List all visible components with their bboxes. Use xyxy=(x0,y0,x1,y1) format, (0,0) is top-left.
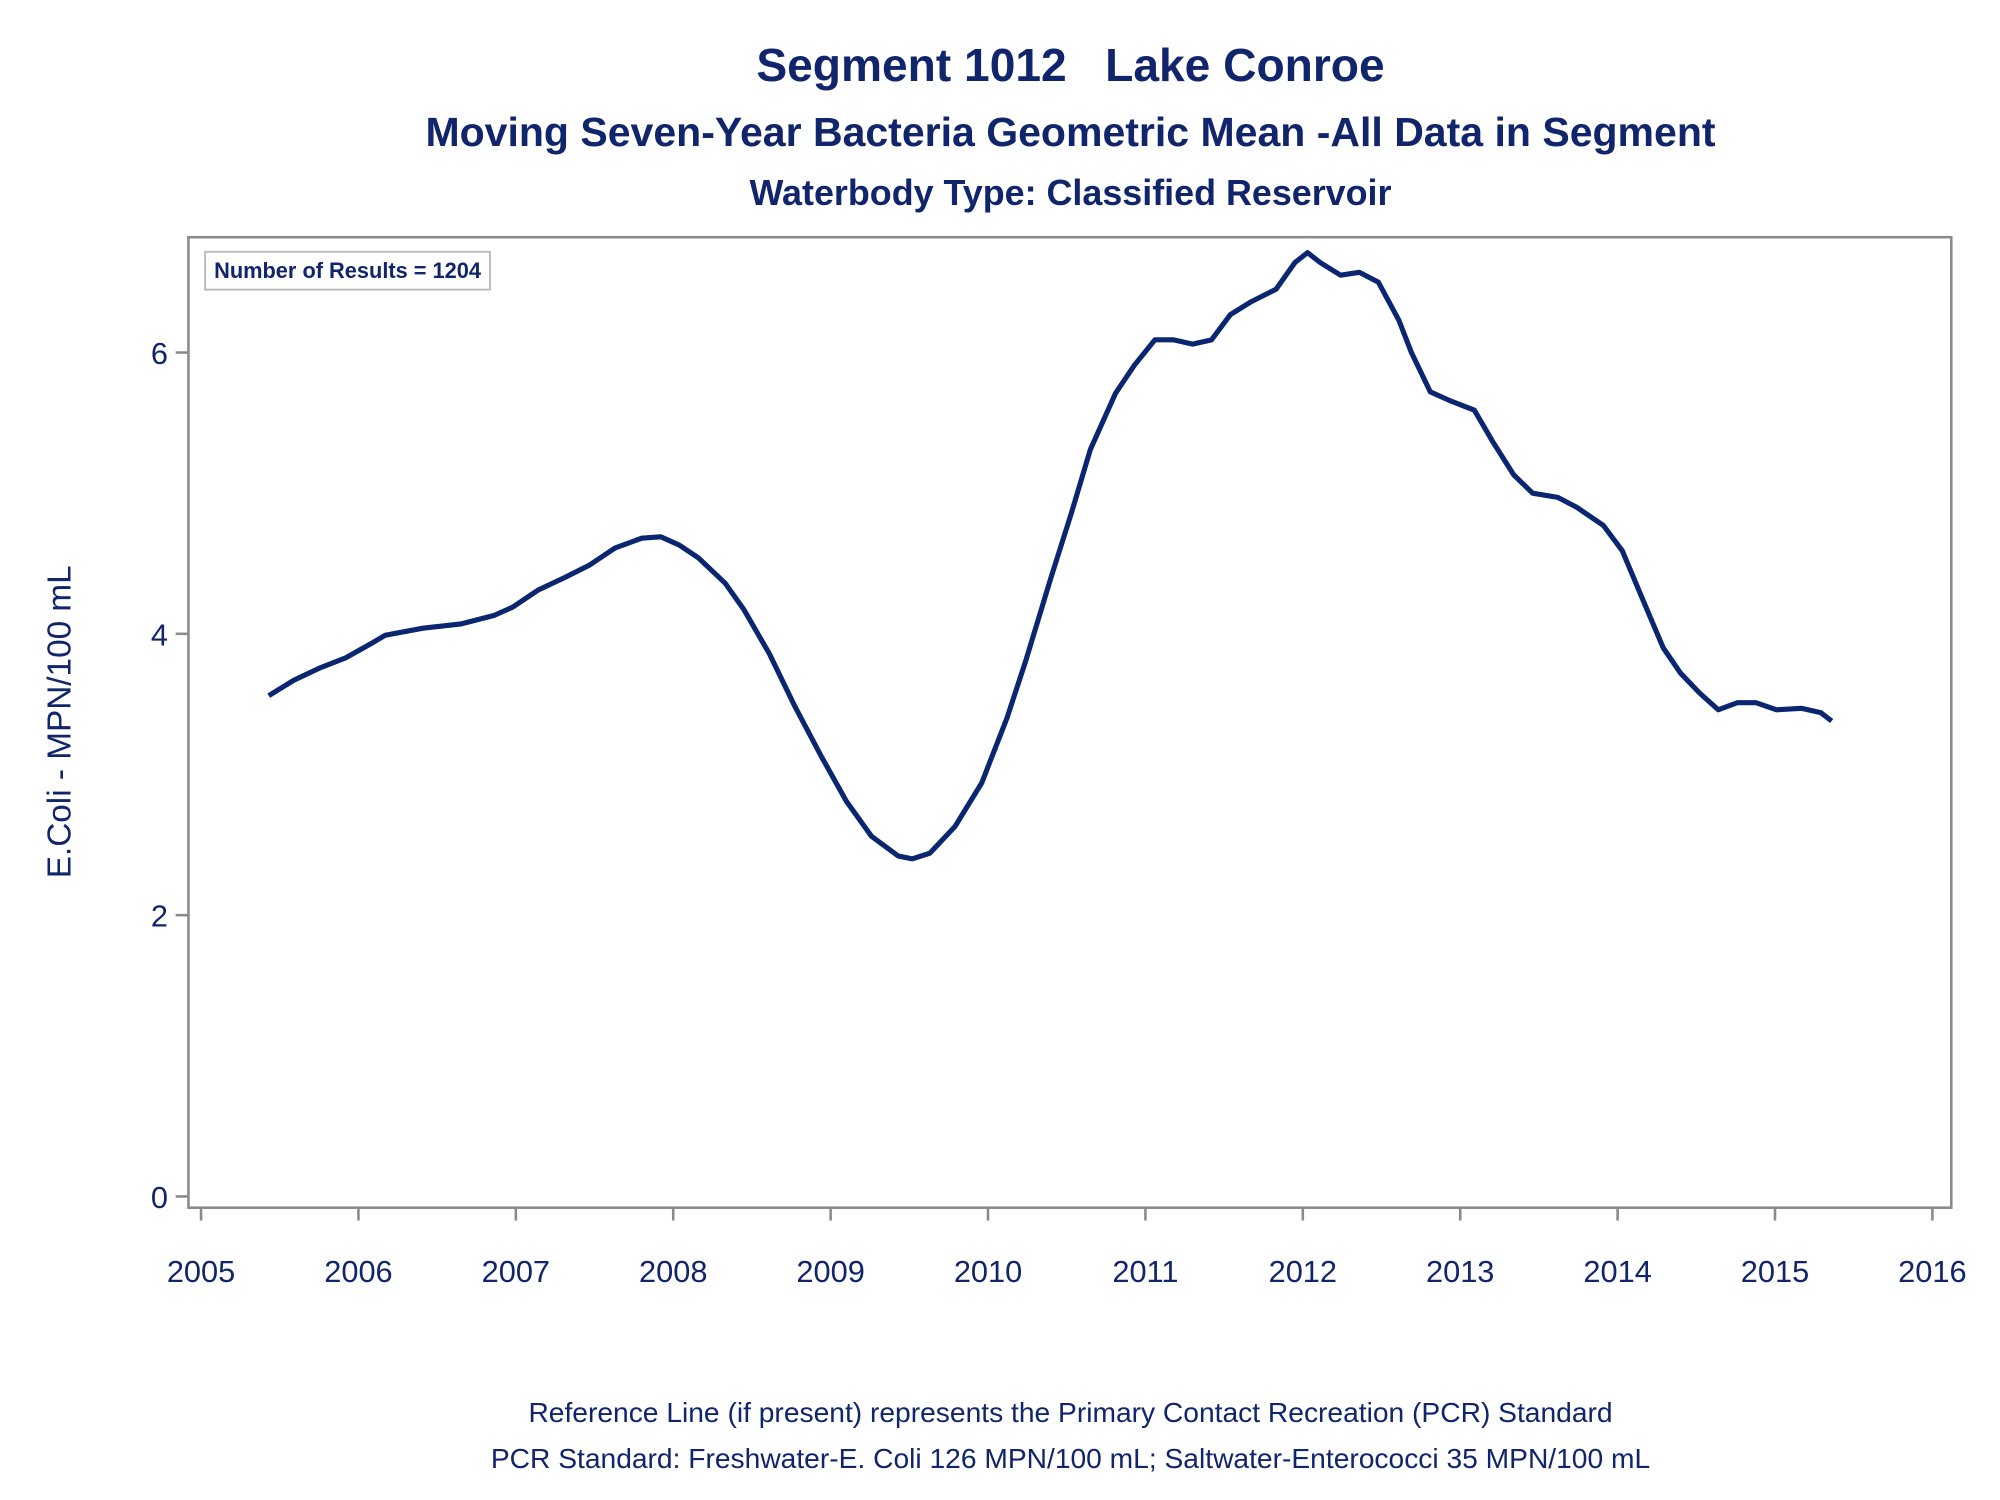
y-tick-label: 4 xyxy=(151,617,168,652)
x-tick-label: 2011 xyxy=(1112,1254,1178,1289)
y-axis-label: E.Coli - MPN/100 mL xyxy=(42,565,79,878)
y-tick-label: 2 xyxy=(151,899,168,934)
annotation: Number of Results = 1204 xyxy=(214,258,481,283)
footnote: Reference Line (if present) represents t… xyxy=(528,1396,1612,1428)
plot-frame xyxy=(187,235,1953,1209)
footnote: PCR Standard: Freshwater-E. Coli 126 MPN… xyxy=(491,1442,1650,1474)
x-tick-label: 2008 xyxy=(639,1254,707,1289)
y-tick-label: 0 xyxy=(151,1180,168,1215)
x-tick-label: 2012 xyxy=(1269,1254,1337,1289)
x-tick-label: 2005 xyxy=(167,1254,235,1289)
chart-subtitle: Waterbody Type: Classified Reservoir xyxy=(750,173,1392,213)
x-tick-label: 2014 xyxy=(1583,1254,1651,1289)
annotation-box xyxy=(204,250,491,291)
x-tick-label: 2007 xyxy=(482,1254,550,1289)
x-tick-label: 2016 xyxy=(1898,1254,1966,1289)
chart-title: Segment 1012 Lake Conroe xyxy=(756,39,1384,91)
chart-subtitle: Moving Seven-Year Bacteria Geometric Mea… xyxy=(425,109,1715,155)
x-tick-label: 2009 xyxy=(796,1254,864,1289)
x-tick-label: 2006 xyxy=(324,1254,392,1289)
data-line xyxy=(267,250,1834,862)
x-tick-label: 2015 xyxy=(1741,1254,1809,1289)
x-tick-label: 2013 xyxy=(1426,1254,1494,1289)
x-tick-label: 2010 xyxy=(954,1254,1022,1289)
y-tick-label: 6 xyxy=(151,336,168,371)
